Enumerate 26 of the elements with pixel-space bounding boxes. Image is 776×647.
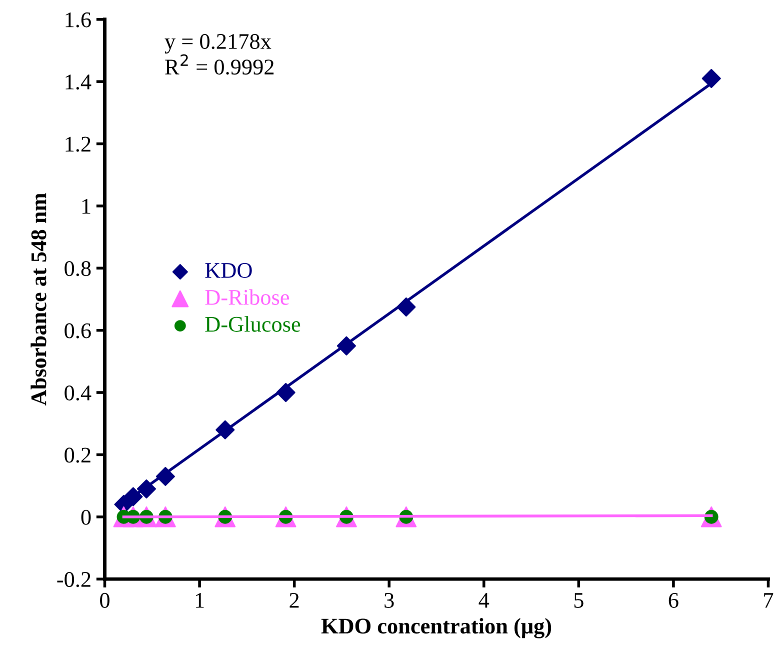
y-axis-title: Absorbance at 548 nm — [30, 193, 46, 406]
y-tick-label: 0 — [81, 510, 91, 525]
y-tick-label: 1.4 — [66, 74, 92, 90]
y-tick-label: 1.2 — [66, 136, 90, 152]
x-tick-label: 2 — [290, 592, 299, 608]
annotation: y = 0.2178x — [164, 34, 272, 54]
x-tick-label: 0 — [100, 592, 110, 608]
y-tick-label: 0.6 — [64, 323, 91, 338]
legend-label: D-Ribose — [205, 289, 290, 305]
x-axis-title: KDO concentration (μg) — [321, 618, 552, 638]
y-tick-label: 0.4 — [64, 385, 92, 401]
point — [702, 68, 721, 88]
y-tick-label: 1 — [82, 199, 90, 214]
legend-label: D-Glucose — [205, 316, 300, 332]
y-tick-label: 0.8 — [64, 261, 91, 276]
x-tick-label: 1 — [196, 593, 204, 608]
x-tick-label: 4 — [478, 593, 490, 608]
y-tick-label: 1.6 — [66, 12, 91, 28]
x-tick-label: 6 — [668, 592, 678, 608]
x-tick-label: 7 — [764, 593, 774, 608]
y-tick-label: -0.2 — [57, 572, 90, 588]
legend-label: KDO — [205, 262, 252, 278]
y-tick-label: 0.2 — [64, 448, 90, 463]
x-tick-label: 5 — [574, 593, 584, 608]
annotation: R$^{2}$ = 0.9992 — [165, 54, 274, 75]
x-tick-label: 3 — [384, 592, 394, 608]
